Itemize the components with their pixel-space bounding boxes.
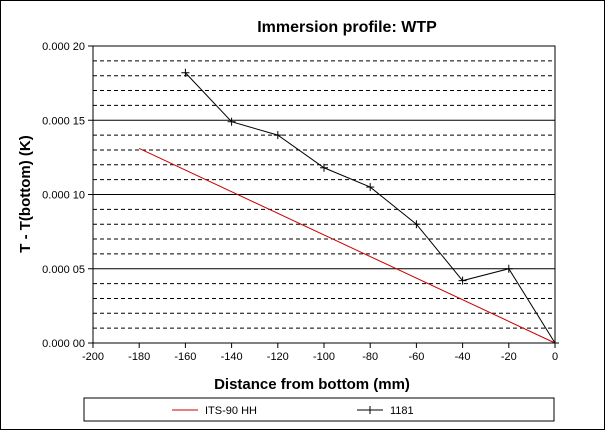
y-tick-label: 0.000 05	[42, 264, 85, 276]
x-tick-label: -100	[313, 351, 335, 363]
series	[138, 68, 559, 347]
y-axis: 0.000 00 0.000 05 0.000 10 0.000 15 0.000 20	[42, 41, 93, 350]
x-axis-label: Distance from bottom (mm)	[214, 376, 410, 393]
x-axis: -200 -180 -160 -140 -120 -100 -80 -60 -40 -20 0	[82, 343, 558, 363]
chart-title: Immersion profile: WTP	[257, 19, 437, 36]
x-tick-label: -140	[221, 351, 243, 363]
y-axis-label: T - T(bottom) (K)	[17, 135, 34, 252]
data-point	[273, 131, 282, 140]
x-tick-label: -160	[174, 351, 196, 363]
x-tick-label: -80	[362, 351, 378, 363]
data-point	[227, 117, 236, 126]
data-point	[320, 163, 328, 172]
x-tick-label: -180	[128, 351, 150, 363]
x-tick-label: -60	[408, 351, 424, 363]
data-point	[412, 220, 421, 229]
data-point	[366, 183, 375, 192]
y-tick-label: 0.000 20	[42, 41, 85, 53]
data-point	[551, 339, 559, 347]
data-point	[458, 276, 467, 285]
legend-label-1181: 1181	[390, 405, 414, 417]
legend-box	[83, 397, 555, 422]
series-line-0	[138, 148, 556, 344]
data-point	[181, 68, 190, 77]
y-tick-label: 0.000 10	[42, 190, 85, 202]
grid	[93, 60, 555, 329]
y-tick-label: 0.000 15	[42, 115, 85, 127]
x-tick-label: -200	[82, 351, 104, 363]
x-tick-label: 0	[552, 351, 558, 363]
legend-label-its90: ITS-90 HH	[205, 405, 257, 417]
x-tick-label: -20	[501, 351, 517, 363]
x-tick-label: -40	[455, 351, 471, 363]
y-tick-label: 0.000 00	[42, 338, 85, 350]
legend: ITS-90 HH 1181	[83, 397, 555, 422]
data-point	[504, 264, 513, 273]
x-tick-label: -120	[267, 351, 289, 363]
